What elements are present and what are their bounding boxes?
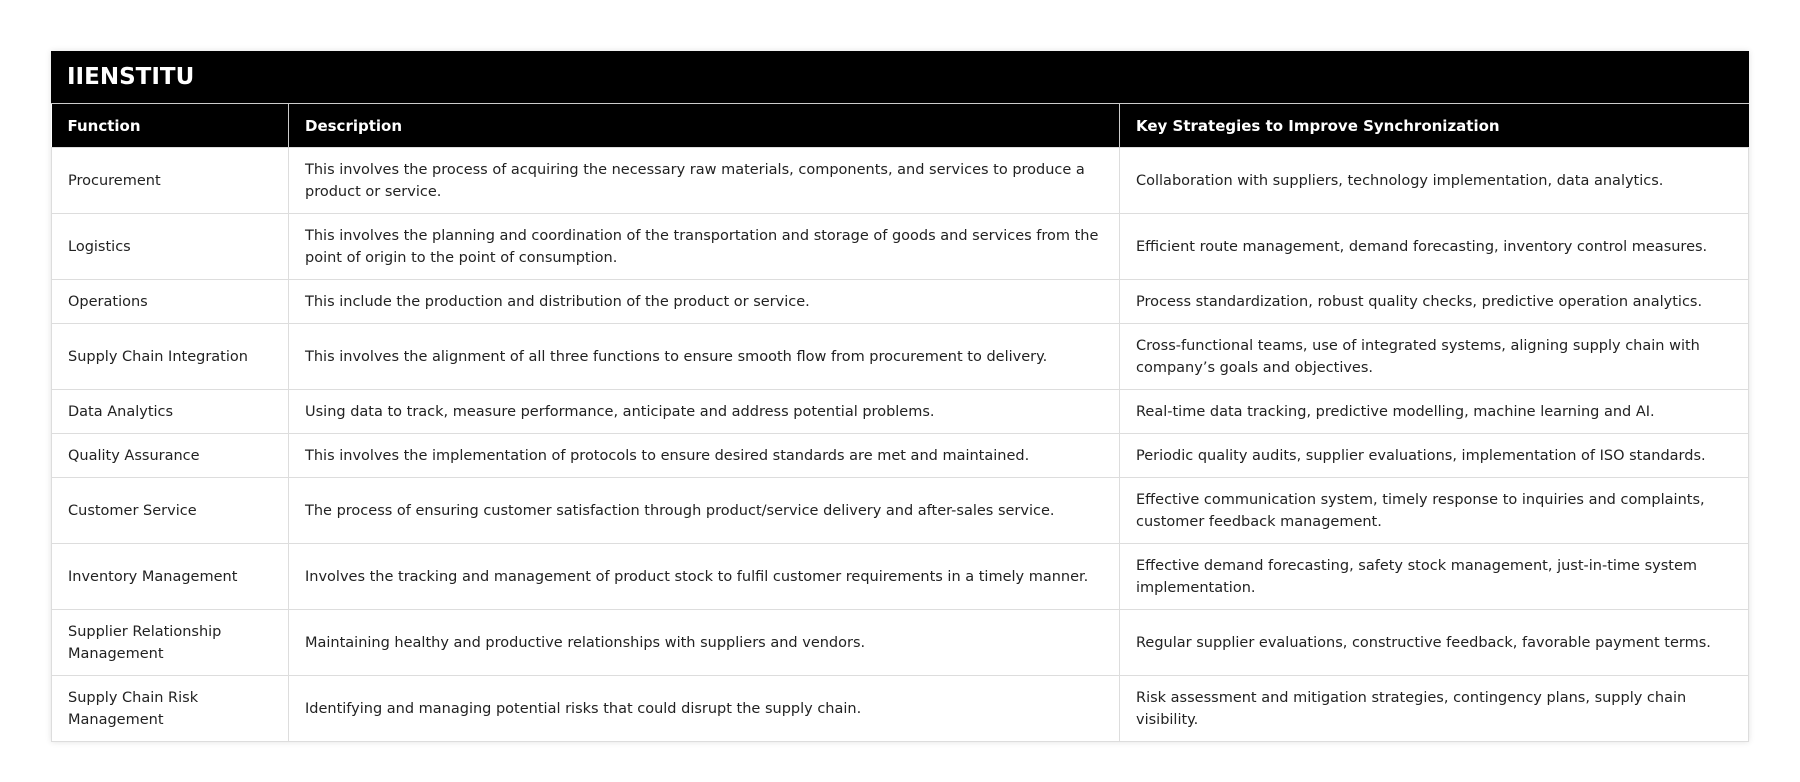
table-row: Inventory Management Involves the trackin… [51, 543, 1749, 610]
table-title: IIENSTITU [51, 51, 1749, 104]
function-cell: Procurement [51, 147, 289, 214]
function-cell: Inventory Management [51, 543, 289, 610]
strategies-cell: Effective communication system, timely r… [1119, 477, 1749, 544]
function-cell: Logistics [51, 213, 289, 280]
table-row: Supply Chain Integration This involves th… [51, 323, 1749, 390]
strategies-cell: Real-time data tracking, predictive mode… [1119, 389, 1749, 434]
description-cell: This include the production and distribu… [288, 279, 1120, 324]
header-row: Function Description Key Strategies to I… [51, 104, 1749, 148]
function-cell: Supply Chain Risk Management [51, 675, 289, 742]
data-table-container: IIENSTITU Function Description Key Strat… [51, 51, 1749, 742]
strategies-cell: Process standardization, robust quality … [1119, 279, 1749, 324]
strategies-cell: Cross-functional teams, use of integrate… [1119, 323, 1749, 390]
function-cell: Data Analytics [51, 389, 289, 434]
description-cell: Using data to track, measure performance… [288, 389, 1120, 434]
table-row: Operations This include the production an… [51, 279, 1749, 324]
column-header: Function [51, 104, 289, 148]
description-cell: This involves the process of acquiring t… [288, 147, 1120, 214]
strategies-cell: Risk assessment and mitigation strategie… [1119, 675, 1749, 742]
table-row: Supply Chain Risk Management Identifying … [51, 675, 1749, 742]
column-header: Key Strategies to Improve Synchronizatio… [1119, 104, 1749, 148]
function-cell: Supply Chain Integration [51, 323, 289, 390]
function-cell: Supplier Relationship Management [51, 609, 289, 676]
description-cell: The process of ensuring customer satisfa… [288, 477, 1120, 544]
table-row: Procurement This involves the process of … [51, 147, 1749, 214]
description-cell: This involves the implementation of prot… [288, 433, 1120, 478]
description-cell: Involves the tracking and management of … [288, 543, 1120, 610]
function-cell: Customer Service [51, 477, 289, 544]
description-cell: Maintaining healthy and productive relat… [288, 609, 1120, 676]
function-cell: Quality Assurance [51, 433, 289, 478]
table-row: Logistics This involves the planning and … [51, 213, 1749, 280]
strategies-cell: Periodic quality audits, supplier evalua… [1119, 433, 1749, 478]
strategies-cell: Collaboration with suppliers, technology… [1119, 147, 1749, 214]
description-cell: Identifying and managing potential risks… [288, 675, 1120, 742]
table-row: Quality Assurance This involves the imple… [51, 433, 1749, 478]
table-row: Data Analytics Using data to track, measu… [51, 389, 1749, 434]
strategies-cell: Regular supplier evaluations, constructi… [1119, 609, 1749, 676]
table-row: Supplier Relationship Management Maintain… [51, 609, 1749, 676]
data-table: Function Description Key Strategies to I… [51, 104, 1749, 742]
table-row: Customer Service The process of ensuring … [51, 477, 1749, 544]
strategies-cell: Effective demand forecasting, safety sto… [1119, 543, 1749, 610]
description-cell: This involves the planning and coordinat… [288, 213, 1120, 280]
column-header: Description [288, 104, 1120, 148]
function-cell: Operations [51, 279, 289, 324]
strategies-cell: Efficient route management, demand forec… [1119, 213, 1749, 280]
description-cell: This involves the alignment of all three… [288, 323, 1120, 390]
